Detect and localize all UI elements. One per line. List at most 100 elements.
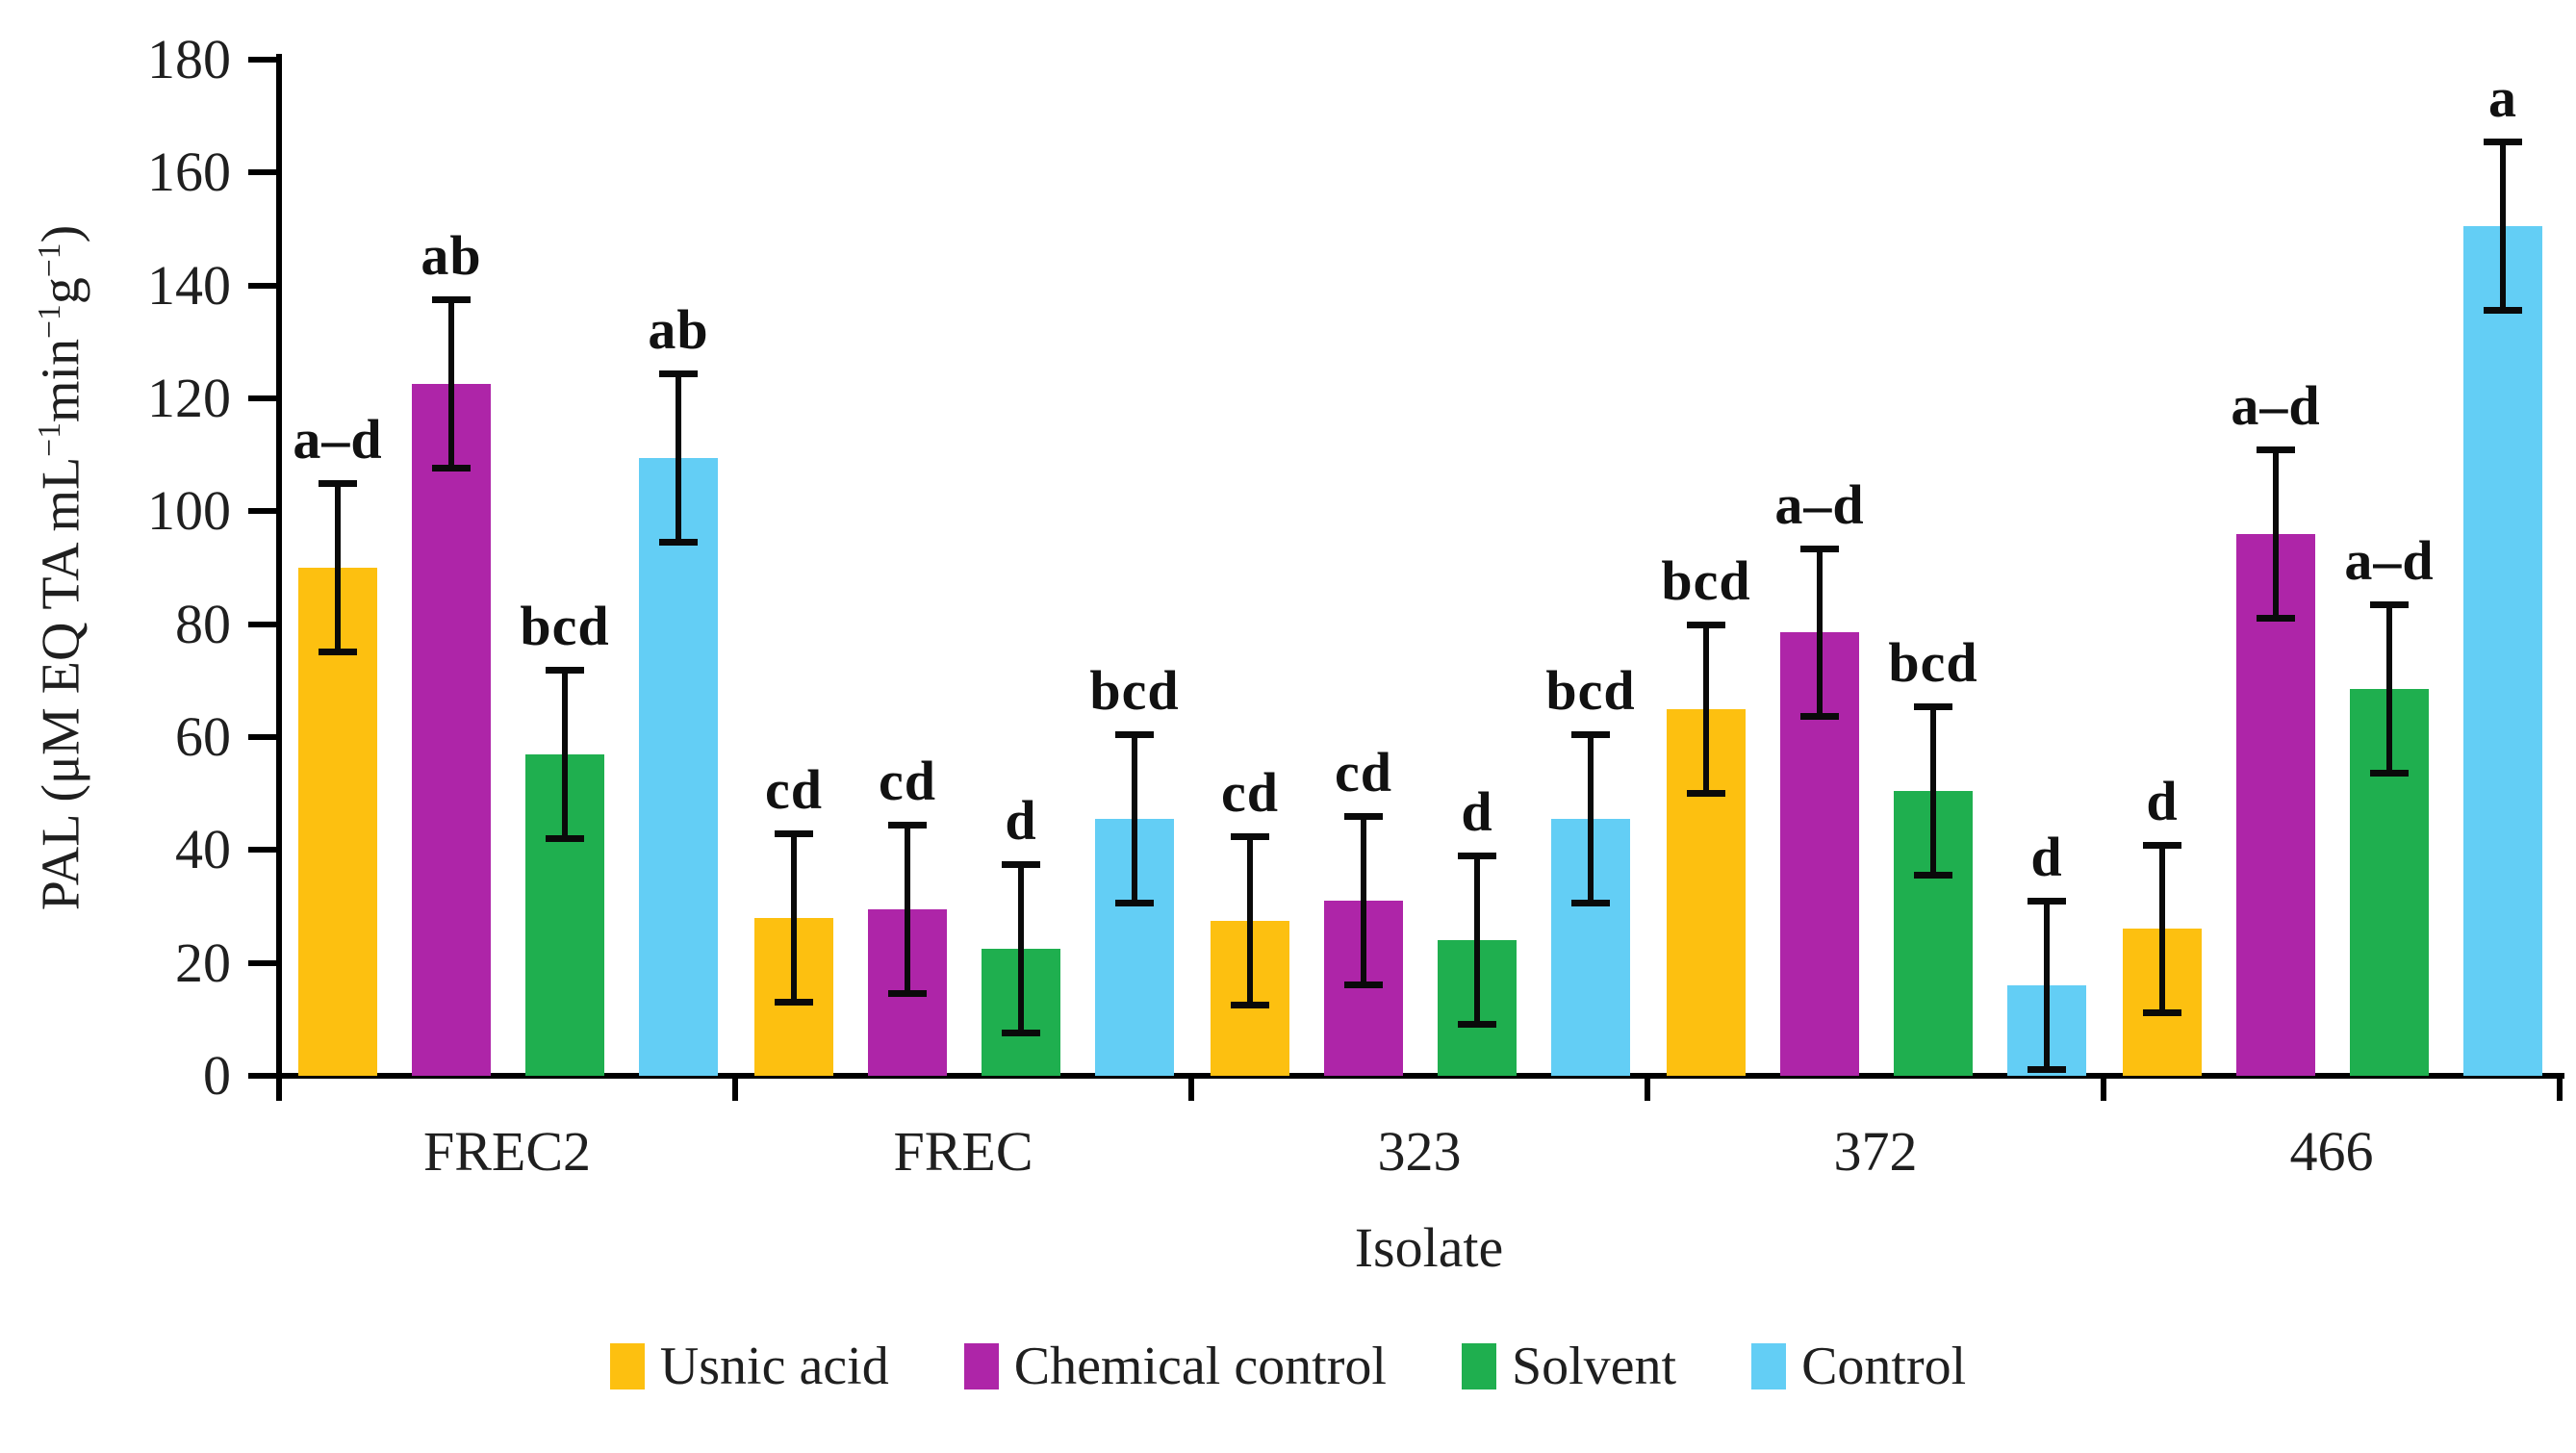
significance-label: d — [1005, 789, 1037, 853]
bar-control-466 — [2463, 226, 2542, 1076]
y-axis-line — [276, 54, 282, 1101]
y-axis-tick — [248, 508, 279, 515]
error-bar-cap-top — [546, 666, 584, 674]
x-axis-tick — [732, 1076, 738, 1101]
error-bar-cap-top — [2143, 841, 2181, 849]
y-axis-title: PAL (μM EQ TA mL−1min−1g−1) — [10, 38, 91, 1097]
error-bar-cap-top — [1231, 832, 1269, 840]
error-bar-cap-bottom — [1458, 1021, 1496, 1029]
significance-label: bcd — [1888, 630, 1978, 694]
x-axis-category-label: FREC — [893, 1120, 1033, 1183]
error-bar — [791, 829, 797, 1006]
error-bar-cap-top — [1115, 731, 1154, 739]
error-bar-cap-bottom — [1914, 871, 1952, 879]
significance-label: d — [2030, 826, 2063, 889]
legend-swatch-icon — [609, 1343, 645, 1389]
significance-label: a–d — [2231, 373, 2321, 437]
error-bar — [1703, 621, 1709, 797]
y-axis-tick — [248, 847, 279, 854]
legend-label: Control — [1801, 1337, 1967, 1396]
significance-label: bcd — [520, 594, 610, 657]
error-bar — [1817, 545, 1823, 721]
error-bar — [905, 822, 910, 997]
error-bar-cap-bottom — [319, 648, 357, 655]
bar-chemical-control-466 — [2236, 533, 2315, 1076]
significance-label: a–d — [2344, 529, 2435, 593]
y-axis-tick — [248, 621, 279, 627]
y-tick-label: 160 — [147, 140, 231, 204]
significance-label: bcd — [1661, 548, 1751, 612]
significance-label: cd — [1221, 760, 1279, 824]
error-bar-cap-bottom — [1687, 789, 1725, 797]
error-bar-cap-bottom — [2028, 1066, 2066, 1074]
legend-swatch-icon — [1751, 1343, 1787, 1389]
y-axis-tick — [248, 1073, 279, 1079]
error-bar-cap-bottom — [1344, 981, 1383, 989]
error-bar-cap-top — [432, 296, 471, 304]
error-bar-cap-bottom — [2257, 614, 2295, 622]
x-axis-category-label: 323 — [1377, 1120, 1462, 1183]
x-axis-tick — [276, 1076, 282, 1101]
y-tick-label: 120 — [147, 367, 231, 429]
error-bar-cap-top — [319, 480, 357, 488]
significance-label: bcd — [1089, 659, 1180, 723]
x-axis-line — [276, 1073, 2564, 1079]
error-bar — [1474, 853, 1480, 1029]
y-axis-title-text: ) — [31, 224, 91, 243]
y-tick-label: 80 — [175, 592, 231, 655]
bar-chemical-control-FREC2 — [412, 384, 491, 1076]
error-bar-cap-top — [1571, 731, 1610, 739]
y-tick-label: 180 — [147, 28, 231, 90]
error-bar — [1930, 702, 1936, 879]
error-bar-cap-bottom — [888, 989, 927, 997]
significance-label: d — [1461, 780, 1493, 844]
error-bar-cap-bottom — [1800, 713, 1839, 721]
error-bar — [2500, 139, 2506, 314]
x-axis-tick — [2557, 1076, 2563, 1101]
legend-item: Chemical control — [963, 1326, 1387, 1407]
error-bar-cap-bottom — [2484, 307, 2522, 314]
error-bar-cap-bottom — [432, 465, 471, 472]
error-bar — [1018, 861, 1024, 1036]
error-bar-cap-top — [659, 370, 698, 377]
y-tick-label: 0 — [203, 1044, 231, 1107]
y-axis-title-sup: −1 — [32, 304, 67, 339]
error-bar — [448, 296, 454, 472]
error-bar-cap-top — [1687, 621, 1725, 628]
y-axis-tick — [248, 169, 279, 176]
x-axis-category-label: 466 — [2289, 1120, 2374, 1183]
y-tick-label: 100 — [147, 479, 231, 543]
significance-label: a–d — [1774, 472, 1865, 536]
error-bar-cap-bottom — [546, 834, 584, 842]
legend-swatch-icon — [1461, 1343, 1496, 1389]
error-bar — [562, 666, 568, 842]
legend-label: Solvent — [1511, 1337, 1677, 1396]
y-tick-label: 140 — [147, 253, 231, 317]
error-bar-cap-bottom — [2370, 770, 2409, 777]
error-bar-cap-top — [2484, 139, 2522, 146]
significance-label: cd — [879, 750, 936, 812]
x-axis-tick — [1188, 1076, 1194, 1101]
error-bar — [1361, 813, 1366, 989]
legend-item: Solvent — [1461, 1326, 1677, 1407]
error-bar-cap-bottom — [2143, 1009, 2181, 1017]
legend-label: Chemical control — [1013, 1337, 1387, 1396]
error-bar — [2386, 601, 2392, 777]
x-axis-title: Isolate — [1354, 1216, 1504, 1279]
x-axis-tick — [1645, 1076, 1650, 1101]
legend: Usnic acid Chemical control Solvent Control — [0, 1326, 2576, 1407]
y-axis-title-text: g — [31, 277, 91, 305]
error-bar-cap-bottom — [1231, 1001, 1269, 1008]
y-axis-tick — [248, 57, 279, 63]
error-bar-cap-bottom — [1115, 900, 1154, 906]
error-bar-cap-top — [1344, 813, 1383, 821]
error-bar-cap-bottom — [1002, 1029, 1040, 1036]
y-axis-tick — [248, 395, 279, 401]
significance-label: ab — [421, 224, 482, 288]
error-bar-cap-top — [2370, 601, 2409, 609]
bar-control-FREC2 — [639, 457, 718, 1076]
y-axis-tick — [248, 734, 279, 740]
legend-swatch-icon — [963, 1343, 999, 1389]
y-axis-title-sup: −1 — [32, 422, 67, 457]
